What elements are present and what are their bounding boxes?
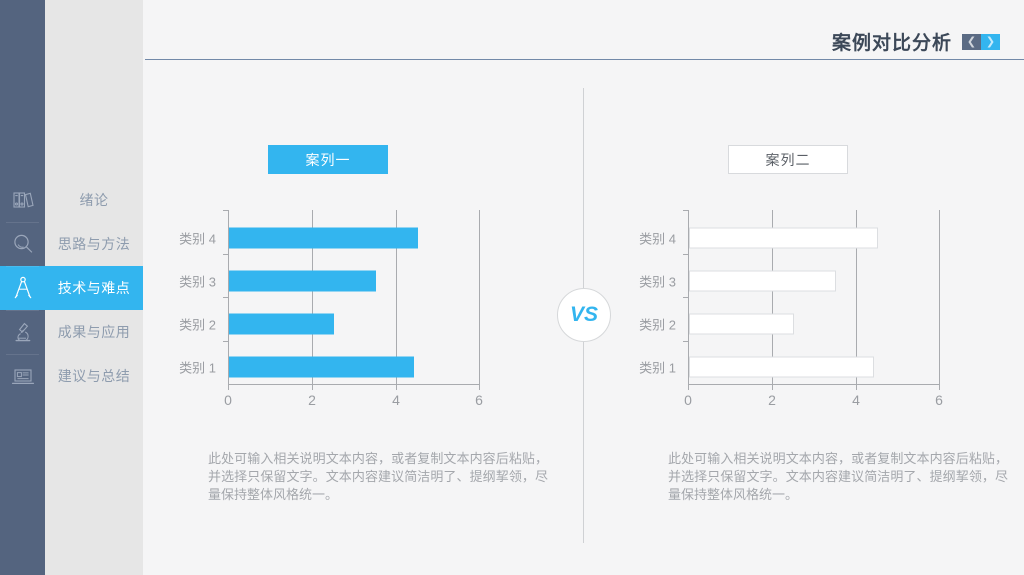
slide-nav-arrows: ❮ ❯ bbox=[962, 33, 1000, 50]
x-tick-label-6: 6 bbox=[475, 392, 483, 408]
x-tick-label-4: 4 bbox=[852, 392, 860, 408]
gridline-2 bbox=[772, 210, 773, 385]
sidebar-item-label: 成果与应用 bbox=[57, 324, 131, 340]
sidebar-icon-cell-0[interactable] bbox=[0, 178, 45, 222]
x-axis-line bbox=[228, 384, 480, 385]
x-tick-label-0: 0 bbox=[684, 392, 692, 408]
bar-cat4 bbox=[229, 227, 418, 249]
y-axis-line bbox=[688, 210, 689, 385]
bar-cat2 bbox=[689, 313, 794, 335]
bar-cat2 bbox=[229, 313, 334, 335]
sidebar-icon-cell-1[interactable] bbox=[0, 222, 45, 266]
microscope-icon bbox=[12, 321, 34, 343]
bar-cat1 bbox=[229, 356, 414, 378]
x-tick-label-2: 2 bbox=[768, 392, 776, 408]
chart-left: 类别 4 类别 3 类别 2 类别 1 0 2 4 6 bbox=[163, 210, 563, 425]
header-divider bbox=[145, 59, 1024, 60]
page-title: 案例对比分析 bbox=[831, 33, 952, 54]
gridline-6 bbox=[939, 210, 940, 385]
y-tick bbox=[683, 254, 688, 255]
y-tick bbox=[223, 210, 228, 211]
sidebar-item-chengguo-yu-yingyong[interactable]: 成果与应用 bbox=[45, 310, 143, 354]
x-tick bbox=[312, 385, 313, 390]
sidebar-item-label: 技术与难点 bbox=[57, 280, 131, 296]
x-tick bbox=[228, 385, 229, 390]
vs-badge: VS bbox=[557, 288, 611, 342]
chart-left-plot: 类别 4 类别 3 类别 2 类别 1 0 2 4 6 bbox=[179, 210, 483, 408]
y-axis-line bbox=[228, 210, 229, 385]
cat-label-4: 类别 4 bbox=[179, 231, 216, 247]
case-description-right: 此处可输入相关说明文本内容，或者复制文本内容后粘贴，并选择只保留文字。文本内容建… bbox=[668, 451, 1008, 502]
x-tick-label-0: 0 bbox=[224, 392, 232, 408]
y-tick bbox=[683, 297, 688, 298]
sidebar-icon-cell-4[interactable] bbox=[0, 354, 45, 398]
cat-label-3: 类别 3 bbox=[639, 274, 676, 290]
chevron-left-icon: ❮ bbox=[966, 35, 977, 48]
prev-slide-button[interactable]: ❮ bbox=[962, 33, 981, 50]
bar-cat3 bbox=[229, 270, 376, 292]
case-badge-left[interactable]: 案列一 bbox=[268, 145, 388, 174]
sidebar-item-label: 建议与总结 bbox=[57, 368, 131, 384]
sidebar-icon-cell-2[interactable] bbox=[0, 266, 45, 310]
cat-label-1: 类别 1 bbox=[179, 360, 216, 376]
chart-right: 类别 4 类别 3 类别 2 类别 1 0 2 4 6 bbox=[623, 210, 1023, 425]
x-tick bbox=[396, 385, 397, 390]
y-tick bbox=[683, 210, 688, 211]
case-panel-right: 案列二 类别 4 类别 3 类别 2 类别 1 bbox=[623, 0, 1023, 575]
x-tick bbox=[856, 385, 857, 390]
sidebar-item-jishu-yu-nandian[interactable]: 技术与难点 bbox=[45, 266, 143, 310]
x-tick-label-6: 6 bbox=[935, 392, 943, 408]
x-tick bbox=[479, 385, 480, 390]
magnifier-icon bbox=[12, 233, 34, 255]
cat-label-4: 类别 4 bbox=[639, 231, 676, 247]
x-tick-label-4: 4 bbox=[392, 392, 400, 408]
x-tick bbox=[688, 385, 689, 390]
books-icon bbox=[12, 190, 34, 210]
main-content: 案例对比分析 ❮ ❯ VS 案列一 bbox=[143, 0, 1024, 575]
cat-label-3: 类别 3 bbox=[179, 274, 216, 290]
sidebar-icon-cell-3[interactable] bbox=[0, 310, 45, 354]
x-tick bbox=[939, 385, 940, 390]
gridline-4 bbox=[396, 210, 397, 385]
y-tick bbox=[683, 341, 688, 342]
bar-cat4 bbox=[689, 227, 878, 249]
case-badge-right[interactable]: 案列二 bbox=[728, 145, 848, 174]
chevron-right-icon: ❯ bbox=[985, 35, 996, 48]
header: 案例对比分析 ❮ ❯ bbox=[143, 0, 1024, 60]
x-axis-line bbox=[688, 384, 940, 385]
gridline-6 bbox=[479, 210, 480, 385]
sidebar-item-xulun[interactable]: 绪论 bbox=[45, 178, 143, 222]
case-panel-left: 案列一 类别 4 类别 3 类别 2 类别 1 bbox=[163, 0, 563, 575]
sidebar-item-label: 绪论 bbox=[79, 192, 109, 208]
gridline-2 bbox=[312, 210, 313, 385]
sidebar-item-silu-yu-fangfa[interactable]: 思路与方法 bbox=[45, 222, 143, 266]
x-tick bbox=[772, 385, 773, 390]
sidebar-item-label: 思路与方法 bbox=[57, 236, 131, 252]
sidebar-label-column: 绪论 思路与方法 技术与难点 成果与应用 建议与总结 bbox=[45, 0, 143, 575]
chart-right-plot: 类别 4 类别 3 类别 2 类别 1 0 2 4 6 bbox=[639, 210, 943, 408]
compass-icon bbox=[12, 276, 34, 300]
sidebar-item-jianyi-yu-zongjie[interactable]: 建议与总结 bbox=[45, 354, 143, 398]
next-slide-button[interactable]: ❯ bbox=[981, 33, 1000, 50]
cat-label-1: 类别 1 bbox=[639, 360, 676, 376]
x-tick-label-2: 2 bbox=[308, 392, 316, 408]
sidebar-icon-rail bbox=[0, 0, 45, 575]
gridline-4 bbox=[856, 210, 857, 385]
bar-cat3 bbox=[689, 270, 836, 292]
y-tick bbox=[223, 254, 228, 255]
cat-label-2: 类别 2 bbox=[179, 317, 216, 333]
bar-cat1 bbox=[689, 356, 874, 378]
y-tick bbox=[223, 341, 228, 342]
case-description-left: 此处可输入相关说明文本内容，或者复制文本内容后粘贴，并选择只保留文字。文本内容建… bbox=[208, 451, 548, 502]
laptop-icon bbox=[11, 366, 35, 386]
cat-label-2: 类别 2 bbox=[639, 317, 676, 333]
y-tick bbox=[223, 297, 228, 298]
